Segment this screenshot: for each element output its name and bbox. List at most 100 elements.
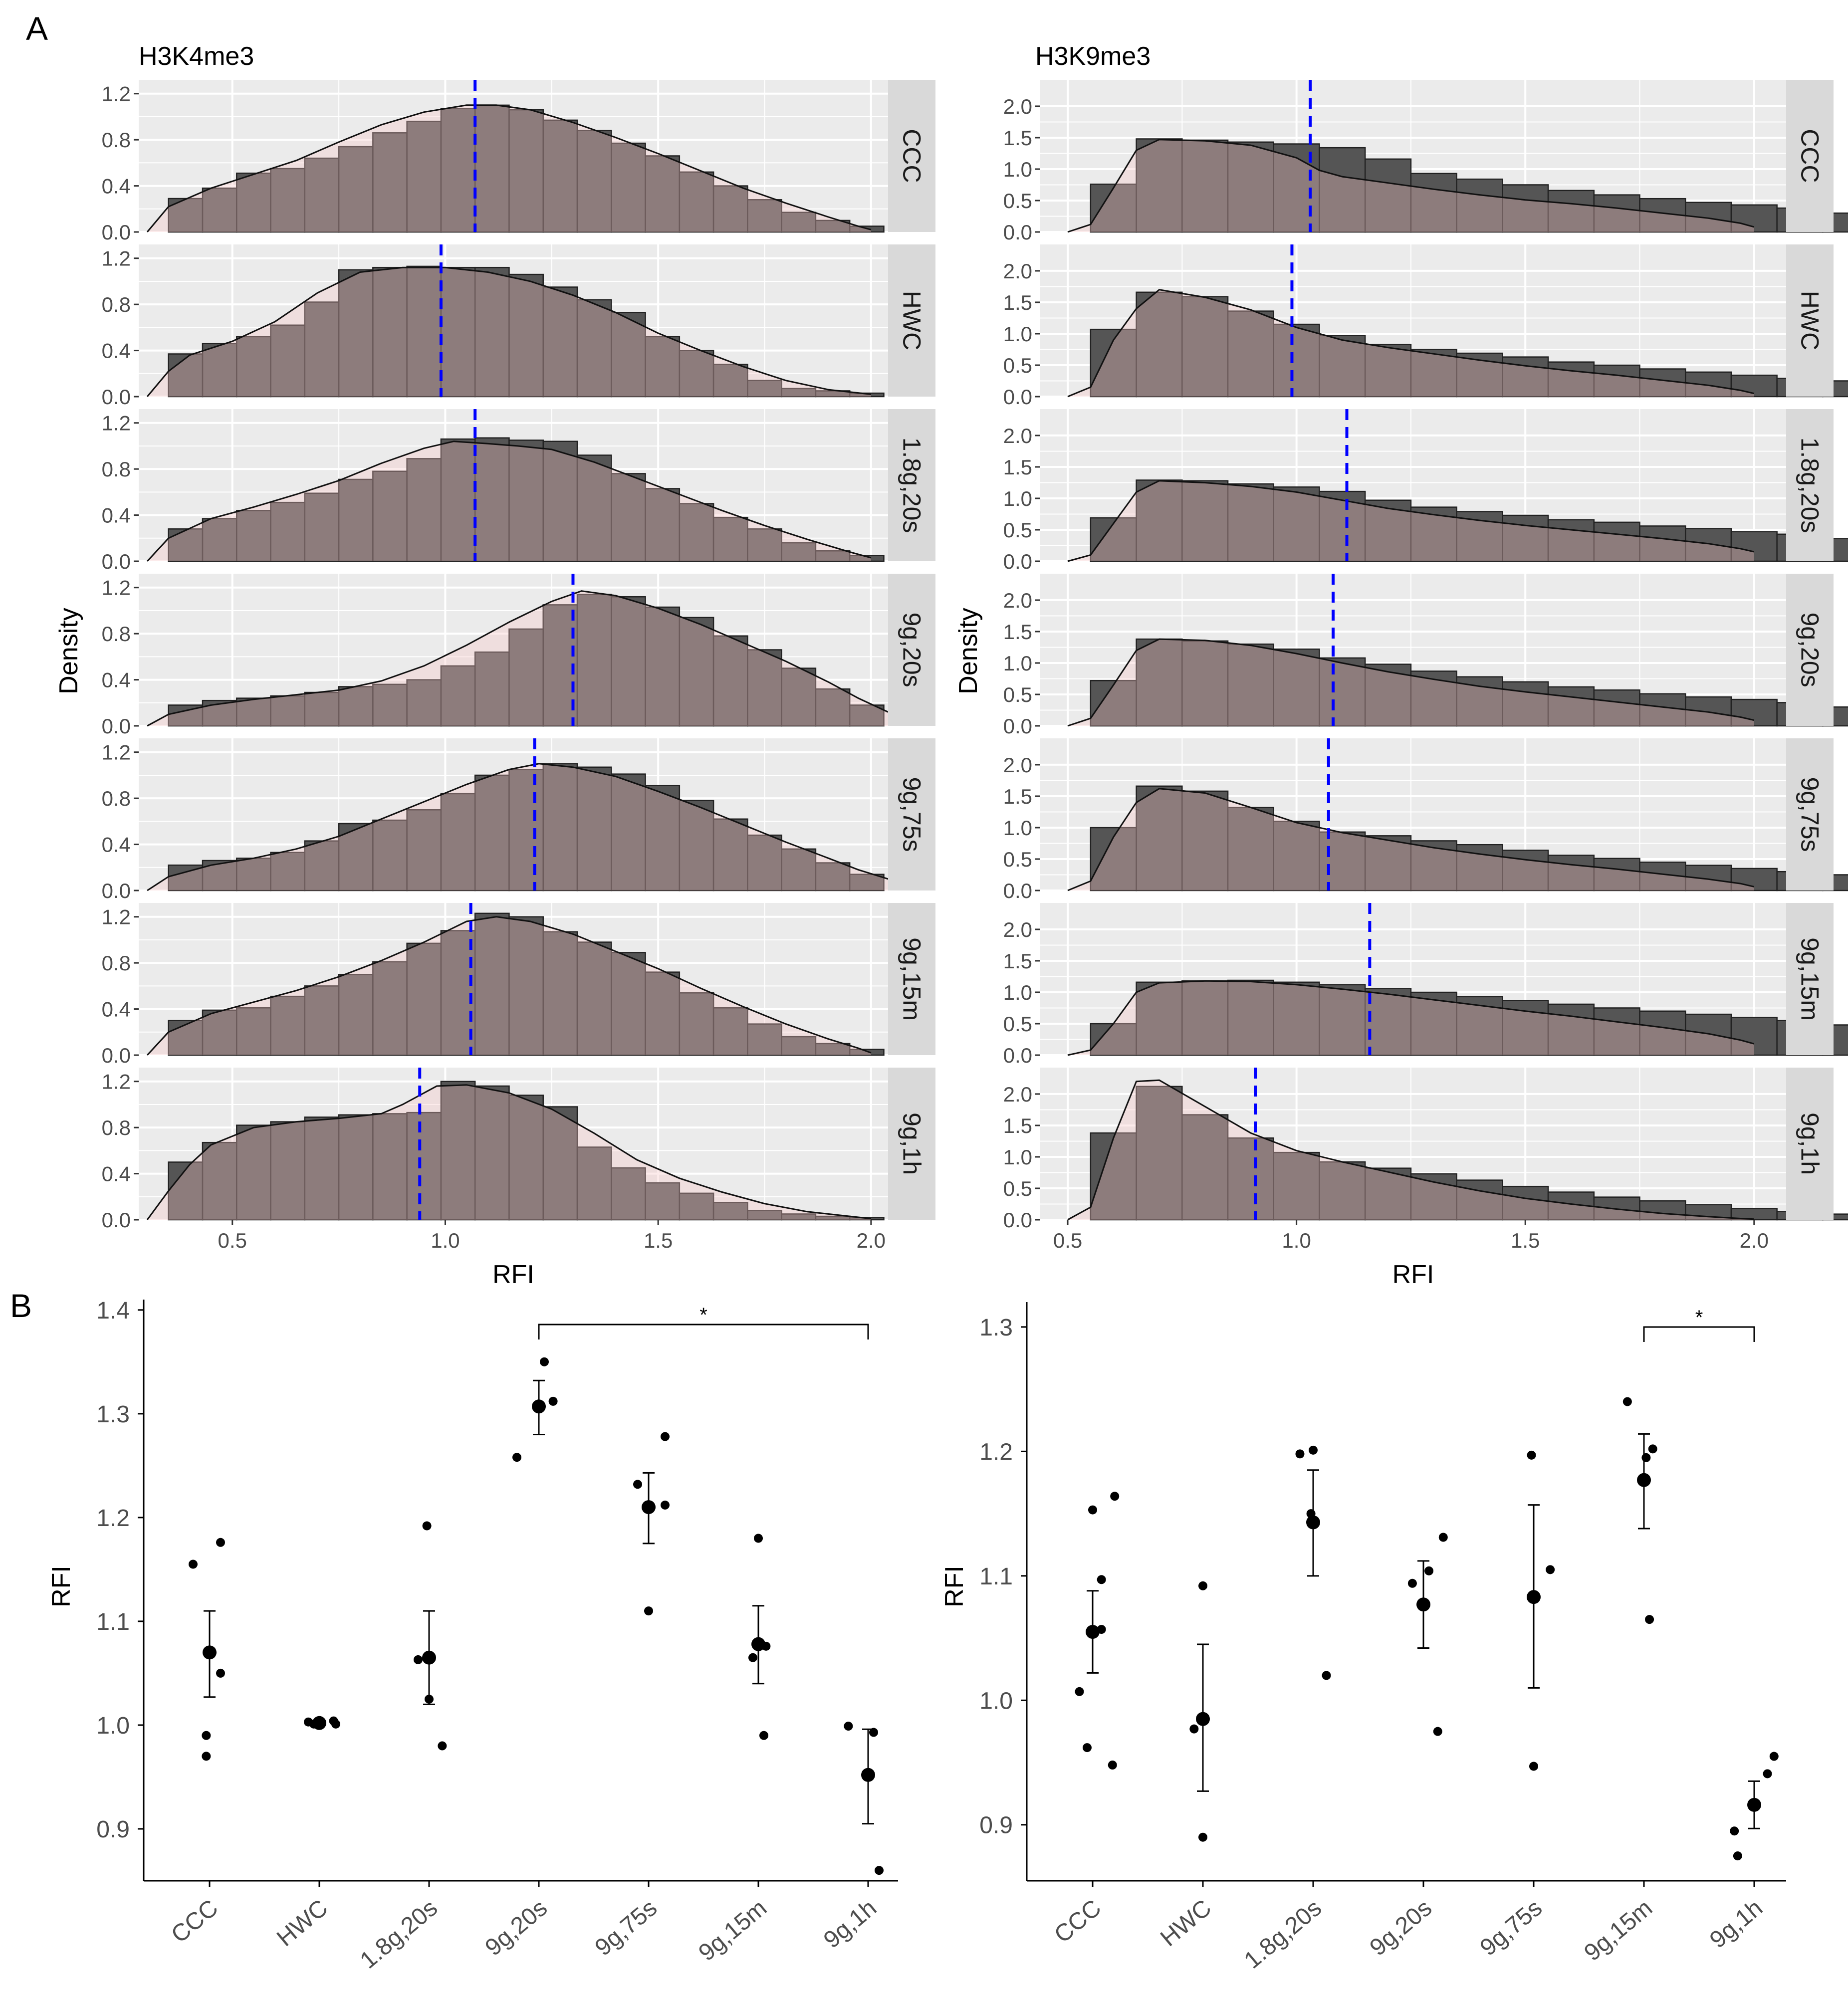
histogram-bar (406, 942, 442, 1056)
histogram-bar (1273, 648, 1320, 727)
histogram-bar (474, 774, 510, 891)
histogram-bar (236, 697, 271, 727)
data-point (1733, 1851, 1742, 1861)
histogram-bar (611, 142, 646, 233)
histogram-bar (270, 168, 306, 233)
data-point (1641, 1453, 1651, 1462)
data-point (754, 1534, 763, 1543)
histogram-bar (645, 785, 681, 891)
facet-strip (888, 244, 935, 397)
histogram-bar (508, 440, 544, 562)
y-tick-label: 1.5 (1003, 949, 1032, 973)
group-3 (1407, 1533, 1448, 1736)
histogram-bar (1227, 141, 1275, 233)
group-6 (844, 1722, 884, 1875)
histogram-bar (679, 350, 714, 398)
data-point (202, 1752, 211, 1761)
y-tick-label: 1.2 (102, 247, 131, 270)
histogram-bar (1639, 1200, 1686, 1221)
y-tick-label: 0.9 (96, 1816, 130, 1843)
y-tick-label: 1.0 (1003, 652, 1032, 675)
histogram-bar (542, 763, 578, 891)
y-tick-label: 1.5 (1003, 1114, 1032, 1137)
mean-point (1637, 1473, 1651, 1487)
histogram-bar (406, 120, 442, 233)
x-tick-label: 1.5 (1511, 1229, 1540, 1252)
density-area (147, 267, 871, 397)
facet-strip (1786, 738, 1834, 890)
histogram-bar (508, 769, 544, 891)
data-point (1322, 1671, 1331, 1680)
histogram-bar (1593, 194, 1640, 233)
histogram-bar (474, 1085, 510, 1221)
x-tick-label: CCC (166, 1895, 223, 1948)
histogram-bar (1181, 640, 1229, 727)
x-tick-label: 9g,75s (590, 1895, 662, 1961)
y-tick-label: 0.5 (1003, 848, 1032, 871)
facet-3: 0.0 0.4 0.8 1.2 9g,20s (102, 574, 935, 738)
facet-strip-label: 9g,20s (1796, 612, 1824, 687)
y-tick-label: 2.0 (1003, 589, 1032, 612)
dot-chart-h3k4me3: 0.9 1.0 1.1 1.2 1.3 1.4 RFI CCC HWC 1.8g,20s 9g,20… (47, 1298, 898, 1974)
histogram-bar (849, 874, 885, 891)
data-point (1189, 1724, 1199, 1734)
histogram-bar (712, 185, 748, 233)
histogram-bar (1502, 184, 1549, 233)
facet-2: 0.0 0.5 1.0 1.5 2.0 1.8g,20s (952, 409, 1848, 573)
histogram-bar (1364, 158, 1412, 233)
y-tick-label: 0.0 (102, 385, 131, 409)
histogram-bar (1181, 790, 1229, 891)
y-tick-label: 1.2 (102, 82, 131, 106)
histogram-bar (508, 1095, 544, 1221)
facet-6: 0.0 0.4 0.8 1.2 9g,1h (102, 1068, 935, 1232)
data-point (331, 1719, 340, 1729)
histogram-bar (1593, 521, 1640, 562)
data-point (661, 1432, 670, 1441)
facet-strip (888, 903, 935, 1055)
data-point (661, 1500, 670, 1510)
histogram-bar (236, 858, 271, 891)
data-point (1097, 1575, 1106, 1584)
histogram-bar (542, 1106, 578, 1221)
data-point (425, 1694, 434, 1704)
histogram-bar (1456, 676, 1503, 727)
histogram-bar (1090, 517, 1137, 562)
y-tick-label: 1.0 (1003, 487, 1032, 510)
histogram-bar (849, 555, 885, 562)
histogram-bar (645, 336, 681, 398)
histogram-bar (508, 916, 544, 1056)
facet-1: 0.0 0.4 0.8 1.2 HWC (102, 244, 935, 409)
histogram-bar (712, 516, 748, 562)
histogram-bar (372, 266, 408, 398)
data-point (1198, 1832, 1207, 1842)
mean-point (1196, 1712, 1210, 1726)
y-tick-label: 1.4 (96, 1298, 130, 1324)
histogram-bar (645, 1182, 681, 1221)
significance-label: * (1695, 1307, 1703, 1329)
histogram-bar (1730, 698, 1778, 727)
histogram-bar (474, 104, 510, 233)
histogram-bar (1273, 821, 1320, 891)
panel-label-b: B (10, 1287, 32, 1324)
group-5 (748, 1534, 771, 1740)
chart-title: H3K9me3 (1035, 42, 1151, 71)
histogram-bar (679, 503, 714, 562)
y-axis-label: Density (54, 608, 83, 694)
histogram-bar (1547, 686, 1595, 727)
histogram-bar (202, 1141, 237, 1221)
y-axis-label: RFI (940, 1565, 969, 1607)
y-tick-label: 1.5 (1003, 620, 1032, 644)
histogram-bar (1593, 364, 1640, 398)
group-1 (304, 1716, 340, 1730)
y-tick-label: 0.0 (1003, 221, 1032, 244)
histogram-bar (542, 931, 578, 1056)
histogram-bar (168, 1020, 204, 1056)
facet-0: 0.0 0.5 1.0 1.5 2.0 CCC (952, 80, 1848, 244)
mean-point (642, 1500, 656, 1515)
data-point (1088, 1505, 1097, 1515)
group-0 (1075, 1492, 1120, 1770)
density-line (146, 266, 872, 397)
histogram-bar (270, 995, 306, 1056)
histogram-bar (611, 952, 646, 1056)
histogram-bar (236, 336, 271, 398)
